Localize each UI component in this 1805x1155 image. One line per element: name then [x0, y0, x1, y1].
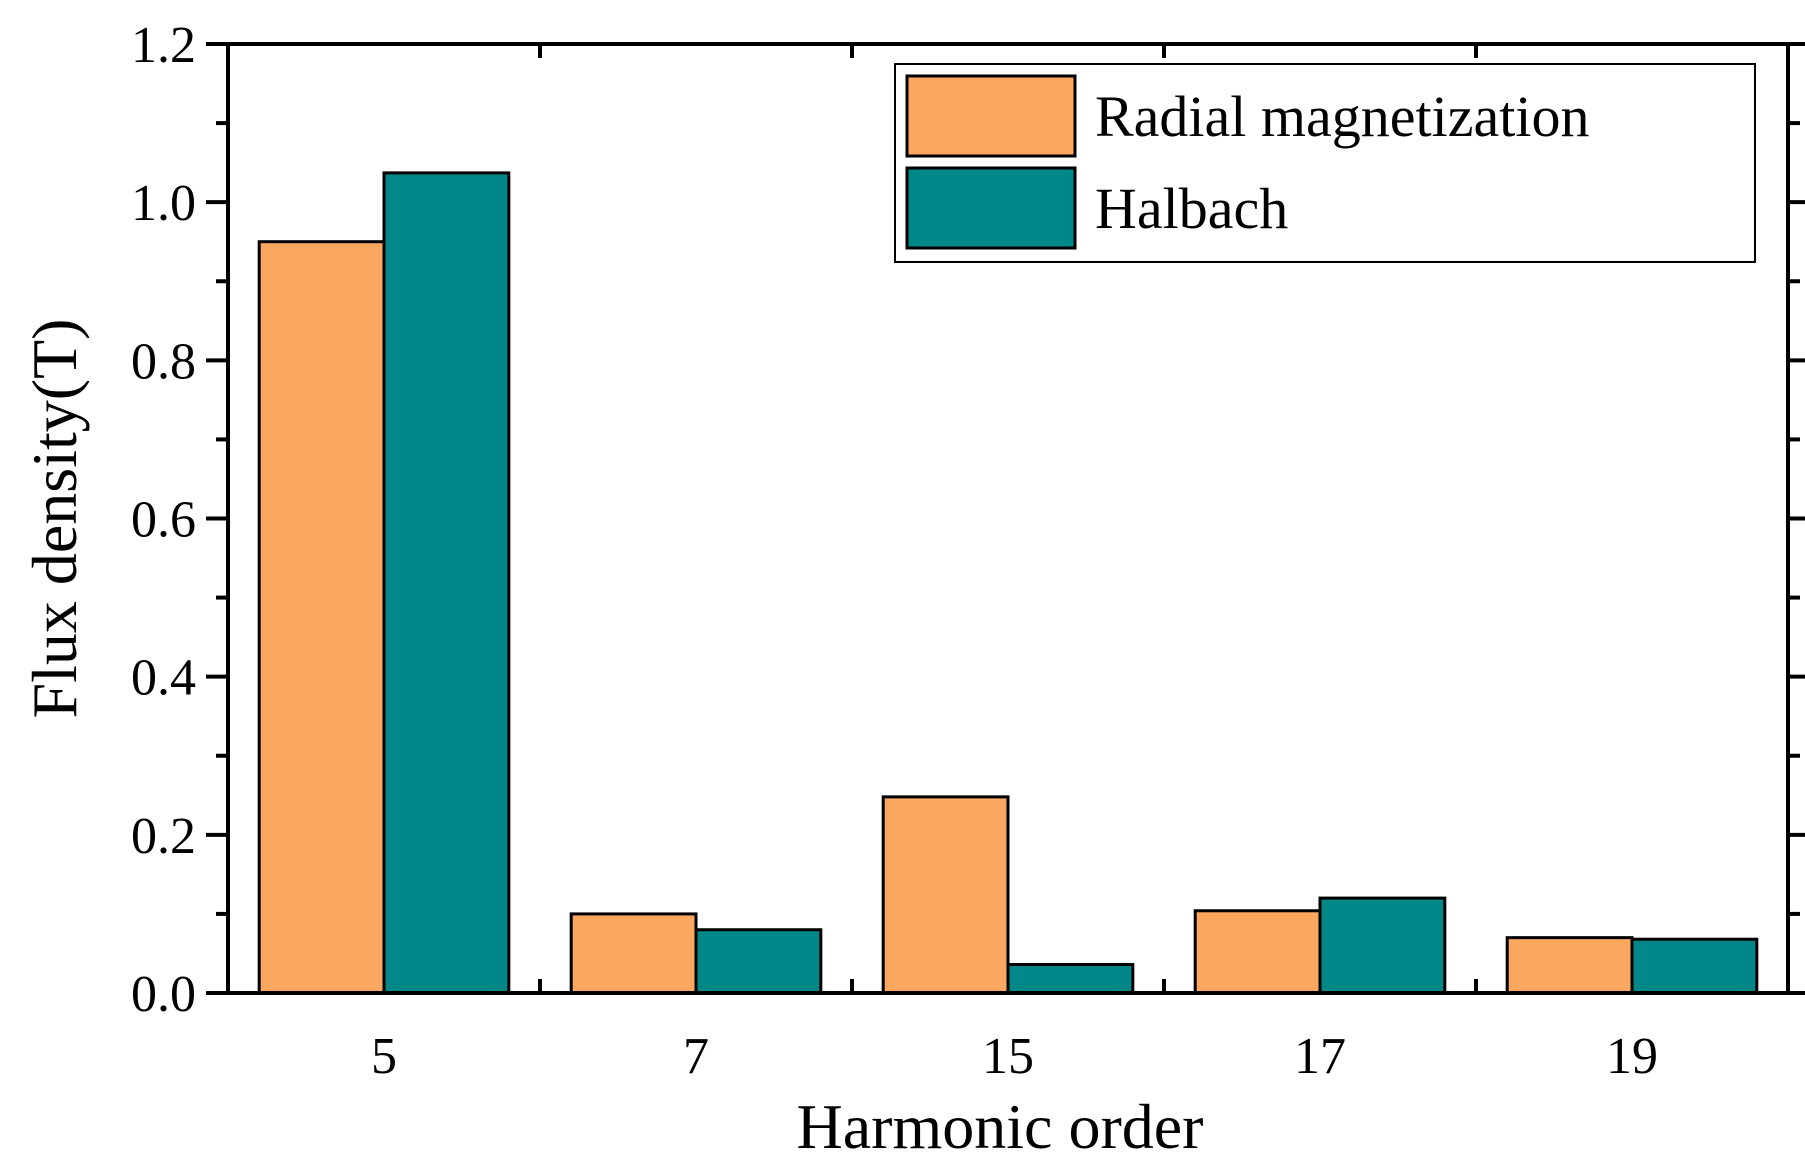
legend-label-halbach: Halbach — [1095, 176, 1288, 241]
ticks-group — [206, 42, 1805, 995]
legend: Radial magnetization Halbach — [894, 63, 1756, 263]
y-tick-label-1.0: 1.0 — [131, 175, 196, 232]
y-tick-label-0.6: 0.6 — [131, 492, 196, 549]
y-axis-title: Flux density(T) — [19, 319, 90, 719]
x-tick-label-17: 17 — [1294, 1028, 1346, 1085]
x-tick-label-5: 5 — [371, 1028, 397, 1085]
y-tick-label-0.4: 0.4 — [131, 650, 196, 707]
legend-label-radial: Radial magnetization — [1095, 84, 1589, 149]
y-tick-label-0.8: 0.8 — [131, 333, 196, 390]
y-tick-label-0.2: 0.2 — [131, 808, 196, 865]
tick-labels-group: 5 7 15 17 19 0.0 0.2 0.4 0.6 0.8 1.0 1.2 — [131, 17, 1658, 1085]
x-tick-label-19: 19 — [1606, 1028, 1658, 1085]
bar-radial-5 — [257, 240, 386, 995]
y-tick-label-1.2: 1.2 — [131, 17, 196, 74]
legend-swatch-radial — [905, 74, 1077, 158]
x-tick-label-15: 15 — [982, 1028, 1034, 1085]
bar-halbach-15 — [1006, 963, 1135, 995]
x-axis-title: Harmonic order — [797, 1091, 1204, 1155]
bar-radial-7 — [569, 912, 698, 995]
bar-radial-17 — [1193, 909, 1322, 995]
bar-halbach-7 — [694, 928, 823, 995]
bars-group — [257, 171, 1759, 995]
x-tick-label-7: 7 — [683, 1028, 709, 1085]
bar-halbach-5 — [382, 171, 511, 995]
bar-halbach-19 — [1630, 937, 1759, 995]
bar-radial-15 — [881, 795, 1010, 995]
bar-radial-19 — [1505, 936, 1634, 995]
legend-swatch-halbach — [905, 166, 1077, 250]
y-tick-label-0.0: 0.0 — [131, 966, 196, 1023]
bar-halbach-17 — [1318, 896, 1447, 995]
